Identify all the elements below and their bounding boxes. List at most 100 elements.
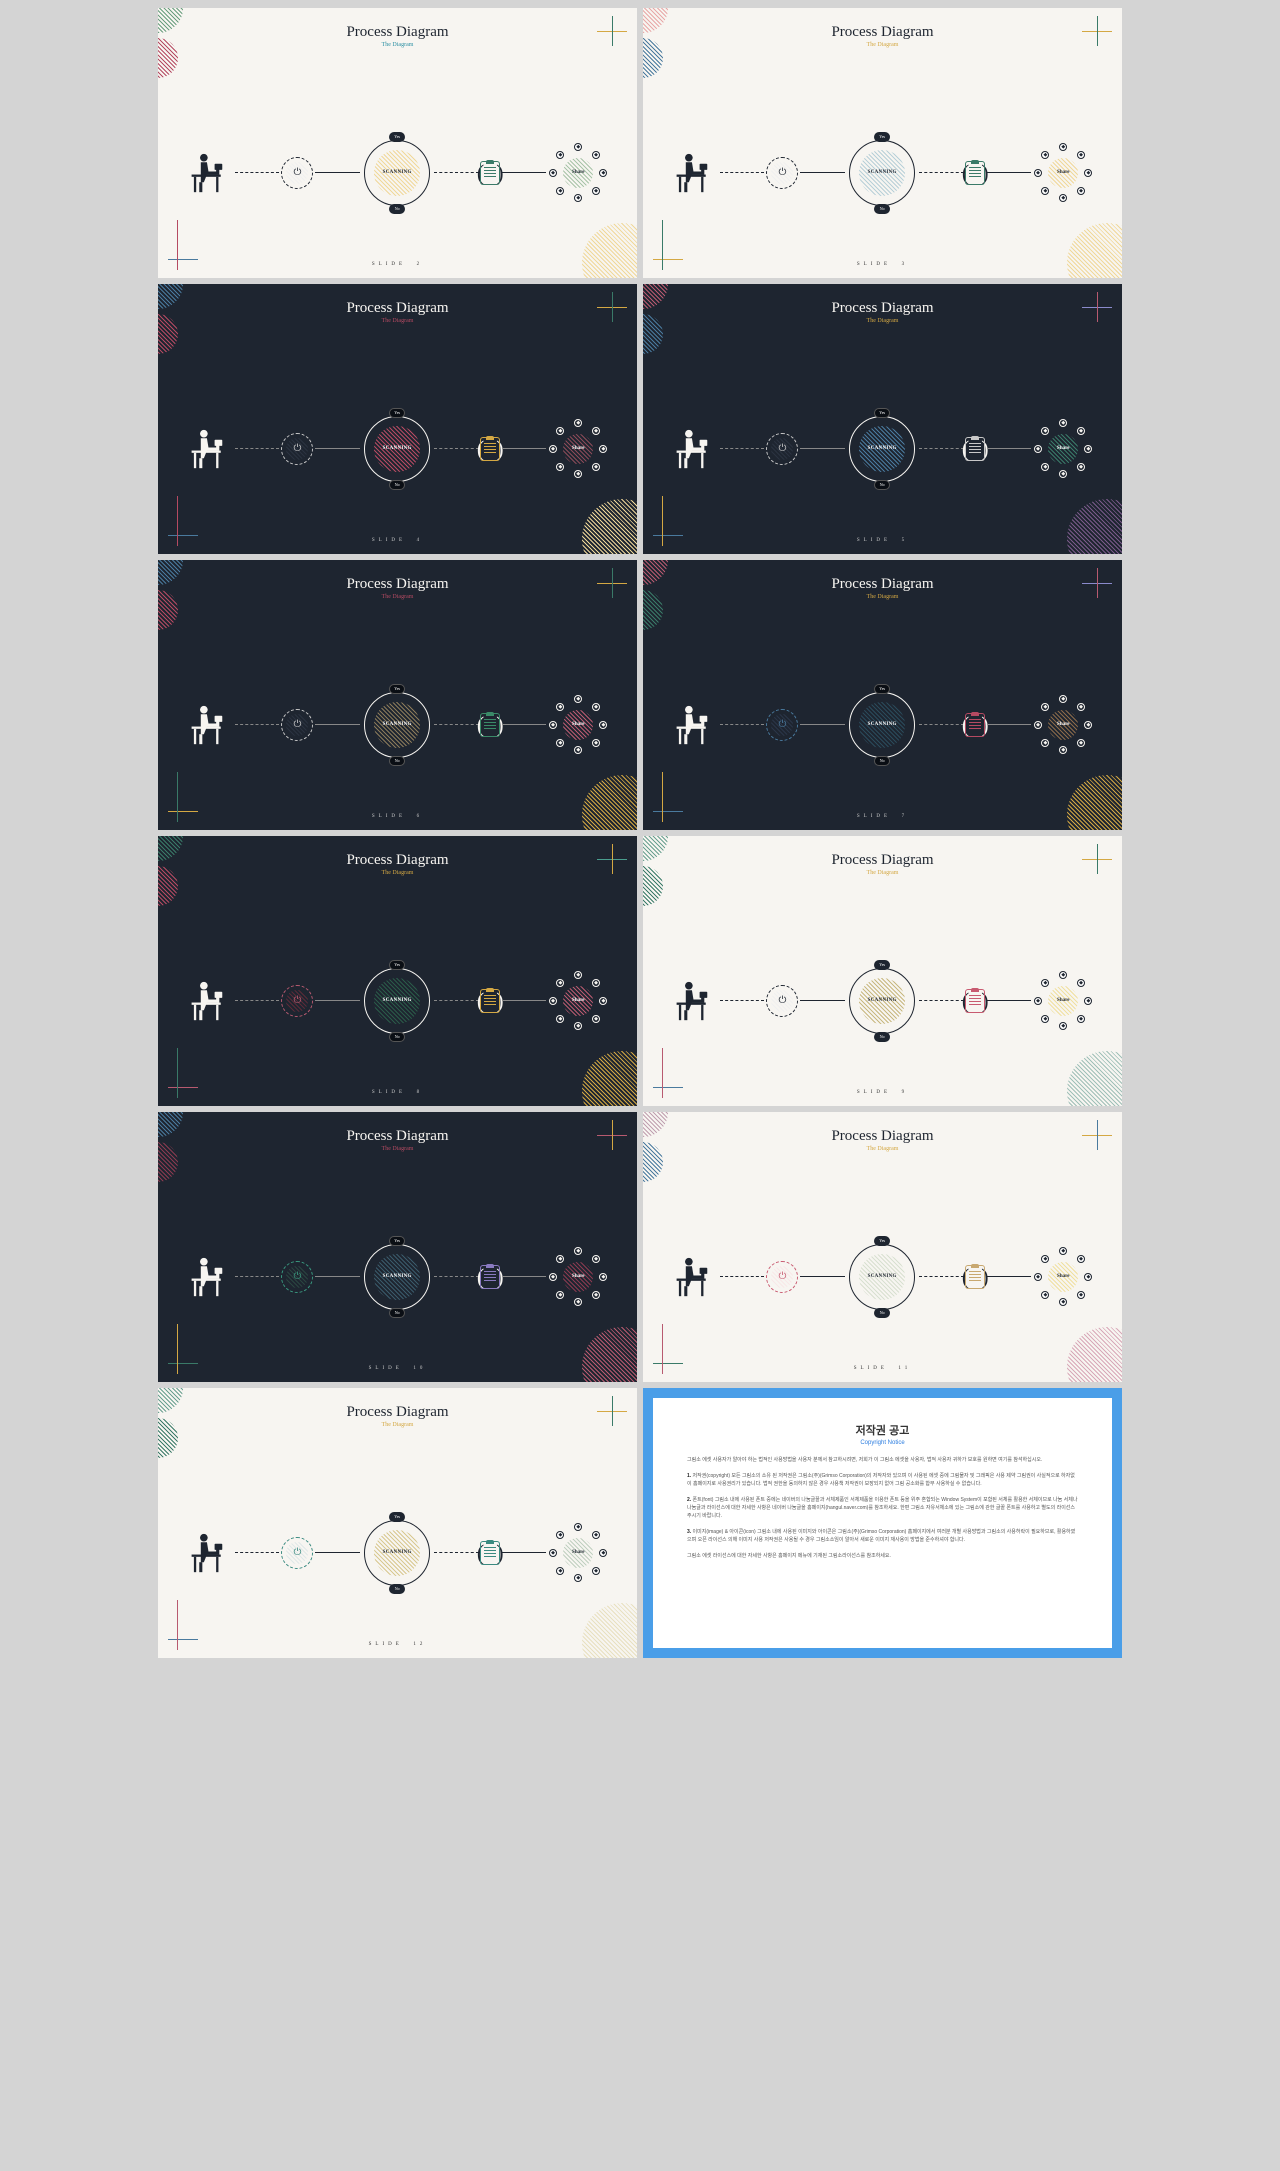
copyright-paragraph: 그림소 에셋 라이선스에 대한 자세한 사항은 홈페이지 메뉴에 기재된 그림소…	[687, 1552, 1078, 1560]
connector	[235, 1552, 280, 1553]
yes-badge: Yes	[874, 1236, 890, 1246]
scanning-node: SCANNING Yes No	[847, 1242, 917, 1312]
connector	[434, 1000, 479, 1001]
slide-title: Process Diagram	[158, 852, 637, 869]
process-row: ⏻ SCANNING Yes No ( ) ◆◆◆◆◆◆◆◆ Share	[672, 949, 1094, 1052]
connector	[434, 724, 479, 725]
decoration-circle	[1067, 1327, 1122, 1382]
decoration-circle	[1067, 223, 1122, 278]
person-at-desk-icon	[187, 1255, 233, 1299]
clipboard-icon	[480, 1541, 500, 1565]
connector	[235, 1000, 280, 1001]
connector	[987, 1276, 1032, 1277]
slide-title: Process Diagram	[643, 576, 1122, 593]
slide-number: SLIDE 8	[158, 1090, 637, 1095]
copyright-paragraph: 1. 저작권(copyright) 모든 그림소의 소유 된 저작권은 그림소(…	[687, 1472, 1078, 1488]
person-at-desk-icon	[672, 151, 718, 195]
slide-number: SLIDE 4	[158, 538, 637, 543]
share-node: ◆◆◆◆◆◆◆◆ Share	[1033, 143, 1093, 203]
process-row: ⏻ SCANNING Yes No ( ) ◆◆◆◆◆◆◆◆ Share	[672, 1225, 1094, 1328]
clipboard-icon	[965, 161, 985, 185]
yes-badge: Yes	[389, 684, 405, 694]
process-row: ⏻ SCANNING Yes No ( ) ◆◆◆◆◆◆◆◆ Share	[187, 1225, 609, 1328]
slide-title: Process Diagram	[158, 1128, 637, 1145]
process-row: ⏻ SCANNING Yes No ( ) ◆◆◆◆◆◆◆◆ Share	[187, 397, 609, 500]
process-row: ⏻ SCANNING Yes No ( ) ◆◆◆◆◆◆◆◆ Share	[672, 121, 1094, 224]
power-node: ⏻	[766, 985, 798, 1017]
title-block: Process Diagram The Diagram	[158, 24, 637, 48]
slide-subtitle: The Diagram	[158, 1146, 637, 1152]
connector	[720, 448, 765, 449]
share-node: ◆◆◆◆◆◆◆◆ Share	[548, 419, 608, 479]
title-block: Process Diagram The Diagram	[158, 852, 637, 876]
power-node: ⏻	[281, 433, 313, 465]
share-node: ◆◆◆◆◆◆◆◆ Share	[1033, 1247, 1093, 1307]
yes-badge: Yes	[874, 132, 890, 142]
decoration-circle	[582, 775, 637, 830]
title-block: Process Diagram The Diagram	[643, 1128, 1122, 1152]
connector	[800, 172, 845, 173]
process-row: ⏻ SCANNING Yes No ( ) ◆◆◆◆◆◆◆◆ Share	[187, 1501, 609, 1604]
scanning-node: SCANNING Yes No	[362, 1242, 432, 1312]
connector	[315, 172, 360, 173]
connector	[502, 724, 547, 725]
connector	[235, 448, 280, 449]
clipboard-icon	[965, 437, 985, 461]
no-badge: No	[389, 1308, 405, 1318]
connector	[919, 1000, 964, 1001]
slide: Process Diagram The Diagram ⏻ SCANNING Y…	[158, 836, 637, 1106]
slide-subtitle: The Diagram	[643, 42, 1122, 48]
connector	[720, 1276, 765, 1277]
slide-number: SLIDE 10	[158, 1366, 637, 1371]
yes-badge: Yes	[874, 684, 890, 694]
slide-title: Process Diagram	[158, 24, 637, 41]
share-node: ◆◆◆◆◆◆◆◆ Share	[1033, 419, 1093, 479]
copyright-slide: 저작권 공고 Copyright Notice 그림소 에셋 사용자가 알아야 …	[643, 1388, 1122, 1658]
process-row: ⏻ SCANNING Yes No ( ) ◆◆◆◆◆◆◆◆ Share	[187, 949, 609, 1052]
power-node: ⏻	[766, 1261, 798, 1293]
yes-badge: Yes	[389, 408, 405, 418]
connector	[800, 448, 845, 449]
connector	[502, 172, 547, 173]
no-badge: No	[874, 480, 890, 490]
share-node: ◆◆◆◆◆◆◆◆ Share	[548, 1523, 608, 1583]
person-at-desk-icon	[672, 1255, 718, 1299]
connector	[434, 172, 479, 173]
slide-number: SLIDE 12	[158, 1642, 637, 1647]
power-node: ⏻	[766, 157, 798, 189]
share-node: ◆◆◆◆◆◆◆◆ Share	[548, 971, 608, 1031]
slide-subtitle: The Diagram	[643, 594, 1122, 600]
slide: Process Diagram The Diagram ⏻ SCANNING Y…	[643, 8, 1122, 278]
person-at-desk-icon	[187, 151, 233, 195]
power-node: ⏻	[281, 709, 313, 741]
slide-number: SLIDE 3	[643, 262, 1122, 267]
no-badge: No	[389, 1032, 405, 1042]
connector	[987, 724, 1032, 725]
connector	[502, 1276, 547, 1277]
share-node: ◆◆◆◆◆◆◆◆ Share	[548, 143, 608, 203]
title-block: Process Diagram The Diagram	[643, 576, 1122, 600]
connector	[315, 1552, 360, 1553]
no-badge: No	[389, 756, 405, 766]
copyright-paragraph: 2. 폰트(font) 그림소 내에 사용된 폰트 중에는 네이버의 나눔글꼴과…	[687, 1496, 1078, 1520]
slide-number: SLIDE 5	[643, 538, 1122, 543]
slide-title: Process Diagram	[158, 1404, 637, 1421]
title-block: Process Diagram The Diagram	[643, 300, 1122, 324]
connector	[800, 1000, 845, 1001]
slide-subtitle: The Diagram	[643, 870, 1122, 876]
connector	[987, 448, 1032, 449]
yes-badge: Yes	[389, 132, 405, 142]
title-block: Process Diagram The Diagram	[643, 24, 1122, 48]
decoration-circle	[582, 499, 637, 554]
connector	[434, 1552, 479, 1553]
slide: Process Diagram The Diagram ⏻ SCANNING Y…	[643, 560, 1122, 830]
connector	[720, 724, 765, 725]
connector	[434, 448, 479, 449]
slide-subtitle: The Diagram	[643, 1146, 1122, 1152]
slide-title: Process Diagram	[643, 1128, 1122, 1145]
slide-title: Process Diagram	[643, 300, 1122, 317]
scanning-node: SCANNING Yes No	[362, 138, 432, 208]
person-at-desk-icon	[672, 979, 718, 1023]
connector	[987, 1000, 1032, 1001]
connector	[919, 724, 964, 725]
